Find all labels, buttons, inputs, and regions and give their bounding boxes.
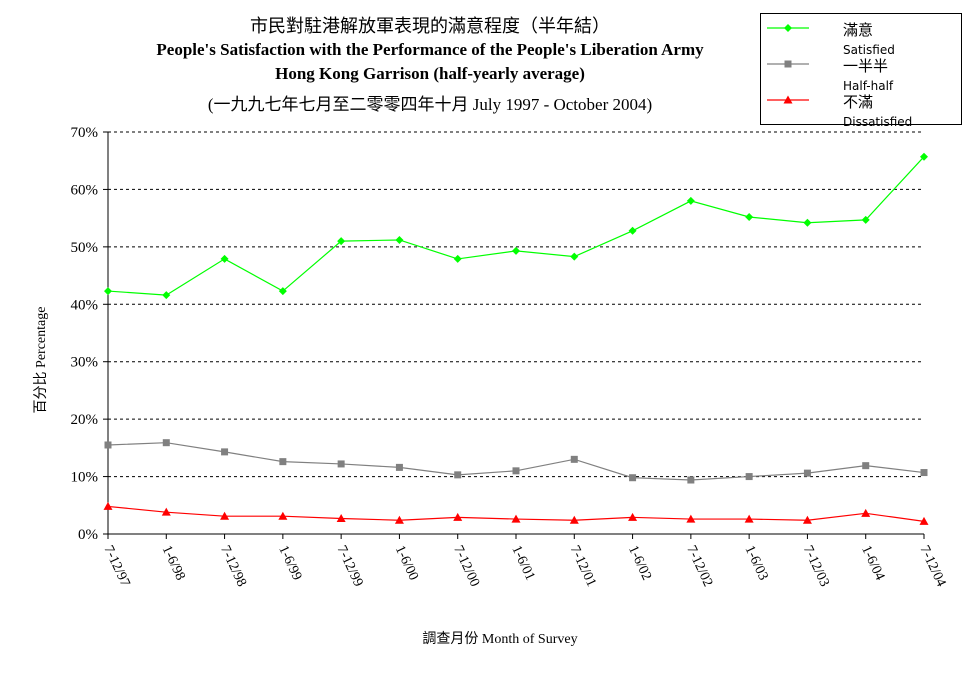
data-point-half-half (162, 439, 170, 447)
data-point-half-half (395, 463, 403, 471)
data-point-satisfied (628, 226, 637, 235)
chart-legend: 滿意 Satisfied 一半半 Half-half 不滿 Dissatisfi… (760, 13, 962, 129)
data-point-dissatisfied (220, 511, 230, 520)
legend-label-en: Half-half (843, 79, 894, 93)
data-point-satisfied (861, 215, 870, 224)
x-tick-label: 1-6/01 (508, 543, 537, 582)
data-point-dissatisfied (919, 516, 929, 525)
x-tick-label: 7-12/03 (800, 543, 832, 589)
legend-swatch-dissatisfied (767, 95, 809, 104)
data-point-satisfied (803, 218, 812, 227)
data-point-dissatisfied (802, 515, 812, 524)
x-tick-label: 7-12/99 (334, 543, 366, 589)
data-point-half-half (803, 469, 811, 477)
data-point-half-half (104, 441, 112, 449)
data-point-half-half (629, 474, 637, 482)
y-tick-label: 50% (71, 240, 99, 256)
chart-subtitle: Hong Kong Garrison (half-yearly average) (275, 64, 585, 83)
data-point-dissatisfied (278, 511, 288, 520)
x-tick-label: 1-6/99 (275, 543, 304, 582)
legend-item-half-half: 一半半 Half-half (761, 54, 961, 93)
y-tick-label: 60% (71, 182, 99, 198)
data-point-satisfied (745, 212, 754, 221)
y-tick-label: 20% (71, 412, 99, 428)
data-point-half-half (221, 448, 229, 456)
data-point-half-half (920, 469, 928, 477)
legend-item-dissatisfied: 不滿 Dissatisfied (761, 90, 961, 129)
data-point-half-half (279, 458, 287, 466)
series-line-half-half (107, 442, 925, 481)
data-point-satisfied (395, 235, 404, 244)
data-point-half-half (454, 471, 462, 479)
data-point-satisfied (512, 246, 520, 255)
x-tick-label: 7-12/04 (916, 543, 948, 589)
data-point-satisfied (337, 237, 346, 246)
data-point-half-half (570, 455, 578, 463)
data-point-dissatisfied (744, 514, 754, 523)
data-point-dissatisfied (103, 501, 113, 510)
data-point-dissatisfied (336, 513, 346, 522)
data-point-satisfied (570, 252, 579, 261)
legend-swatch-satisfied (767, 24, 809, 32)
data-point-satisfied (453, 254, 462, 263)
data-point-dissatisfied (453, 512, 463, 521)
chart-date-range: (一九九七年七月至二零零四年十月 July 1997 - October 200… (207, 95, 653, 114)
x-tick-label: 7-12/00 (450, 543, 482, 589)
chart-title-chinese: 市民對駐港解放軍表現的滿意程度（半年結） (250, 16, 610, 36)
legend-label-zh: 滿意 (843, 21, 874, 39)
data-point-half-half (862, 462, 870, 470)
x-tick-label: 1-6/02 (625, 543, 654, 582)
data-point-satisfied (162, 291, 171, 300)
x-tick-label: 7-12/98 (217, 543, 249, 589)
x-tick-label: 1-6/98 (159, 543, 188, 582)
legend-label-zh: 一半半 (843, 57, 889, 75)
data-point-dissatisfied (569, 515, 579, 524)
data-point-satisfied (104, 287, 112, 296)
legend-label-zh: 不滿 (843, 93, 874, 111)
data-point-dissatisfied (686, 514, 696, 523)
legend-item-satisfied: 滿意 Satisfied (761, 18, 961, 57)
legend-label-en: Dissatisfied (843, 115, 913, 129)
y-tick-label: 0% (78, 527, 98, 543)
data-point-half-half (512, 467, 520, 475)
data-point-satisfied (220, 254, 229, 263)
data-point-dissatisfied (628, 512, 638, 521)
x-tick-label: 7-12/01 (567, 543, 599, 589)
series-line-satisfied (107, 156, 925, 296)
x-tick-label: 1-6/04 (858, 543, 887, 582)
data-point-half-half (687, 476, 695, 484)
data-point-dissatisfied (394, 515, 404, 524)
x-tick-label: 1-6/03 (742, 543, 771, 582)
chart-title-english: People's Satisfaction with the Performan… (156, 40, 704, 59)
x-axis-title: 調查月份 Month of Survey (422, 632, 578, 647)
data-point-satisfied (278, 287, 287, 296)
data-point-dissatisfied (511, 514, 521, 523)
data-point-half-half (337, 460, 345, 468)
y-tick-label: 40% (71, 297, 99, 313)
legend-label-en: Satisfied (843, 43, 895, 57)
data-point-dissatisfied (861, 508, 871, 517)
data-point-dissatisfied (161, 507, 171, 516)
y-tick-label: 70% (71, 125, 99, 141)
x-tick-label: 7-12/02 (683, 543, 715, 589)
data-point-satisfied (920, 152, 928, 161)
data-point-half-half (745, 473, 753, 481)
y-tick-label: 10% (71, 470, 99, 486)
x-tick-label: 1-6/00 (392, 543, 421, 582)
y-tick-label: 30% (71, 355, 99, 371)
legend-swatch-half-half (767, 60, 809, 68)
x-tick-label: 7-12/97 (100, 543, 132, 589)
data-point-satisfied (686, 196, 695, 205)
